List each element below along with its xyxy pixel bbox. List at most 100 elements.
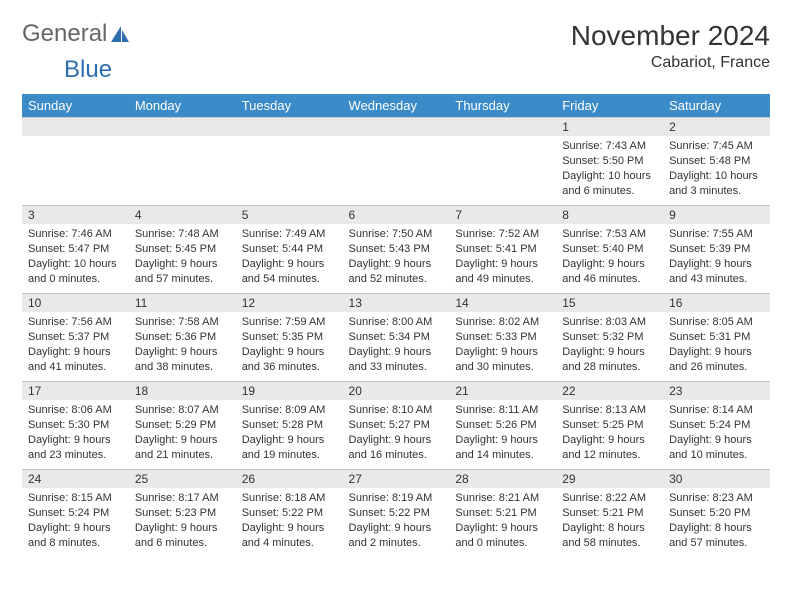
day-line: Daylight: 9 hours and 6 minutes. (135, 521, 230, 551)
day-body (236, 136, 343, 145)
weekday-header: Tuesday (236, 94, 343, 117)
day-line: Sunset: 5:41 PM (455, 242, 550, 257)
day-line: Daylight: 8 hours and 58 minutes. (562, 521, 657, 551)
day-line: Sunrise: 7:48 AM (135, 227, 230, 242)
day-body: Sunrise: 7:48 AMSunset: 5:45 PMDaylight:… (129, 224, 236, 292)
day-body (129, 136, 236, 145)
day-number: 2 (663, 117, 770, 136)
weekday-header: Friday (556, 94, 663, 117)
day-number: 26 (236, 469, 343, 488)
day-line: Sunrise: 8:17 AM (135, 491, 230, 506)
day-line: Daylight: 9 hours and 23 minutes. (28, 433, 123, 463)
day-line: Sunrise: 8:18 AM (242, 491, 337, 506)
day-line: Sunset: 5:45 PM (135, 242, 230, 257)
day-line: Sunset: 5:22 PM (349, 506, 444, 521)
day-line: Sunset: 5:21 PM (455, 506, 550, 521)
day-body (22, 136, 129, 145)
day-line: Daylight: 8 hours and 57 minutes. (669, 521, 764, 551)
day-number: 12 (236, 293, 343, 312)
day-number: 15 (556, 293, 663, 312)
day-line: Sunrise: 8:02 AM (455, 315, 550, 330)
calendar-cell: 8Sunrise: 7:53 AMSunset: 5:40 PMDaylight… (556, 205, 663, 293)
day-number: 23 (663, 381, 770, 400)
day-body: Sunrise: 8:00 AMSunset: 5:34 PMDaylight:… (343, 312, 450, 380)
day-line: Sunrise: 7:45 AM (669, 139, 764, 154)
day-line: Daylight: 9 hours and 54 minutes. (242, 257, 337, 287)
day-body: Sunrise: 7:50 AMSunset: 5:43 PMDaylight:… (343, 224, 450, 292)
day-line: Sunrise: 8:14 AM (669, 403, 764, 418)
logo-text-2: Blue (64, 56, 112, 83)
calendar-row: 17Sunrise: 8:06 AMSunset: 5:30 PMDayligh… (22, 381, 770, 469)
day-line: Sunset: 5:36 PM (135, 330, 230, 345)
day-line: Sunrise: 8:19 AM (349, 491, 444, 506)
day-body: Sunrise: 7:55 AMSunset: 5:39 PMDaylight:… (663, 224, 770, 292)
day-body: Sunrise: 8:15 AMSunset: 5:24 PMDaylight:… (22, 488, 129, 556)
day-line: Daylight: 9 hours and 0 minutes. (455, 521, 550, 551)
day-line: Sunset: 5:23 PM (135, 506, 230, 521)
day-line: Daylight: 9 hours and 49 minutes. (455, 257, 550, 287)
calendar-cell: 14Sunrise: 8:02 AMSunset: 5:33 PMDayligh… (449, 293, 556, 381)
day-body: Sunrise: 8:19 AMSunset: 5:22 PMDaylight:… (343, 488, 450, 556)
day-line: Daylight: 9 hours and 33 minutes. (349, 345, 444, 375)
day-line: Sunset: 5:24 PM (669, 418, 764, 433)
weekday-header: Sunday (22, 94, 129, 117)
day-number: 8 (556, 205, 663, 224)
day-body: Sunrise: 8:10 AMSunset: 5:27 PMDaylight:… (343, 400, 450, 468)
day-line: Daylight: 9 hours and 52 minutes. (349, 257, 444, 287)
day-number: 27 (343, 469, 450, 488)
day-body: Sunrise: 8:11 AMSunset: 5:26 PMDaylight:… (449, 400, 556, 468)
day-number: 4 (129, 205, 236, 224)
day-line: Sunrise: 8:13 AM (562, 403, 657, 418)
calendar-cell: 2Sunrise: 7:45 AMSunset: 5:48 PMDaylight… (663, 117, 770, 205)
day-line: Daylight: 10 hours and 3 minutes. (669, 169, 764, 199)
calendar-row: 3Sunrise: 7:46 AMSunset: 5:47 PMDaylight… (22, 205, 770, 293)
day-line: Daylight: 9 hours and 12 minutes. (562, 433, 657, 463)
day-body: Sunrise: 8:17 AMSunset: 5:23 PMDaylight:… (129, 488, 236, 556)
day-line: Sunrise: 8:06 AM (28, 403, 123, 418)
day-line: Sunset: 5:32 PM (562, 330, 657, 345)
day-number: 11 (129, 293, 236, 312)
day-line: Sunrise: 7:53 AM (562, 227, 657, 242)
day-number: 7 (449, 205, 556, 224)
weekday-header: Saturday (663, 94, 770, 117)
day-body: Sunrise: 8:05 AMSunset: 5:31 PMDaylight:… (663, 312, 770, 380)
day-number: 24 (22, 469, 129, 488)
day-line: Sunrise: 7:46 AM (28, 227, 123, 242)
day-line: Sunrise: 8:00 AM (349, 315, 444, 330)
day-number: 5 (236, 205, 343, 224)
day-number: 18 (129, 381, 236, 400)
day-line: Sunset: 5:50 PM (562, 154, 657, 169)
day-line: Sunset: 5:43 PM (349, 242, 444, 257)
calendar-cell: 29Sunrise: 8:22 AMSunset: 5:21 PMDayligh… (556, 469, 663, 557)
calendar-cell: 7Sunrise: 7:52 AMSunset: 5:41 PMDaylight… (449, 205, 556, 293)
day-number: 21 (449, 381, 556, 400)
day-number (343, 117, 450, 136)
day-line: Daylight: 9 hours and 30 minutes. (455, 345, 550, 375)
calendar-cell: 12Sunrise: 7:59 AMSunset: 5:35 PMDayligh… (236, 293, 343, 381)
day-line: Daylight: 9 hours and 43 minutes. (669, 257, 764, 287)
calendar-cell: 18Sunrise: 8:07 AMSunset: 5:29 PMDayligh… (129, 381, 236, 469)
day-line: Sunset: 5:28 PM (242, 418, 337, 433)
day-line: Daylight: 9 hours and 41 minutes. (28, 345, 123, 375)
calendar-cell: 25Sunrise: 8:17 AMSunset: 5:23 PMDayligh… (129, 469, 236, 557)
calendar-cell (129, 117, 236, 205)
day-line: Daylight: 10 hours and 6 minutes. (562, 169, 657, 199)
calendar-row: 1Sunrise: 7:43 AMSunset: 5:50 PMDaylight… (22, 117, 770, 205)
weekday-header: Wednesday (343, 94, 450, 117)
title-block: November 2024 Cabariot, France (571, 20, 770, 72)
day-line: Sunrise: 7:58 AM (135, 315, 230, 330)
day-line: Sunset: 5:20 PM (669, 506, 764, 521)
calendar-cell (22, 117, 129, 205)
day-line: Daylight: 9 hours and 38 minutes. (135, 345, 230, 375)
calendar-cell: 30Sunrise: 8:23 AMSunset: 5:20 PMDayligh… (663, 469, 770, 557)
weekday-header-row: Sunday Monday Tuesday Wednesday Thursday… (22, 94, 770, 117)
day-body: Sunrise: 8:06 AMSunset: 5:30 PMDaylight:… (22, 400, 129, 468)
calendar-cell: 26Sunrise: 8:18 AMSunset: 5:22 PMDayligh… (236, 469, 343, 557)
day-number: 10 (22, 293, 129, 312)
day-line: Daylight: 9 hours and 10 minutes. (669, 433, 764, 463)
day-line: Sunset: 5:31 PM (669, 330, 764, 345)
day-number: 14 (449, 293, 556, 312)
day-line: Sunrise: 8:21 AM (455, 491, 550, 506)
calendar-cell: 21Sunrise: 8:11 AMSunset: 5:26 PMDayligh… (449, 381, 556, 469)
day-line: Sunrise: 8:23 AM (669, 491, 764, 506)
